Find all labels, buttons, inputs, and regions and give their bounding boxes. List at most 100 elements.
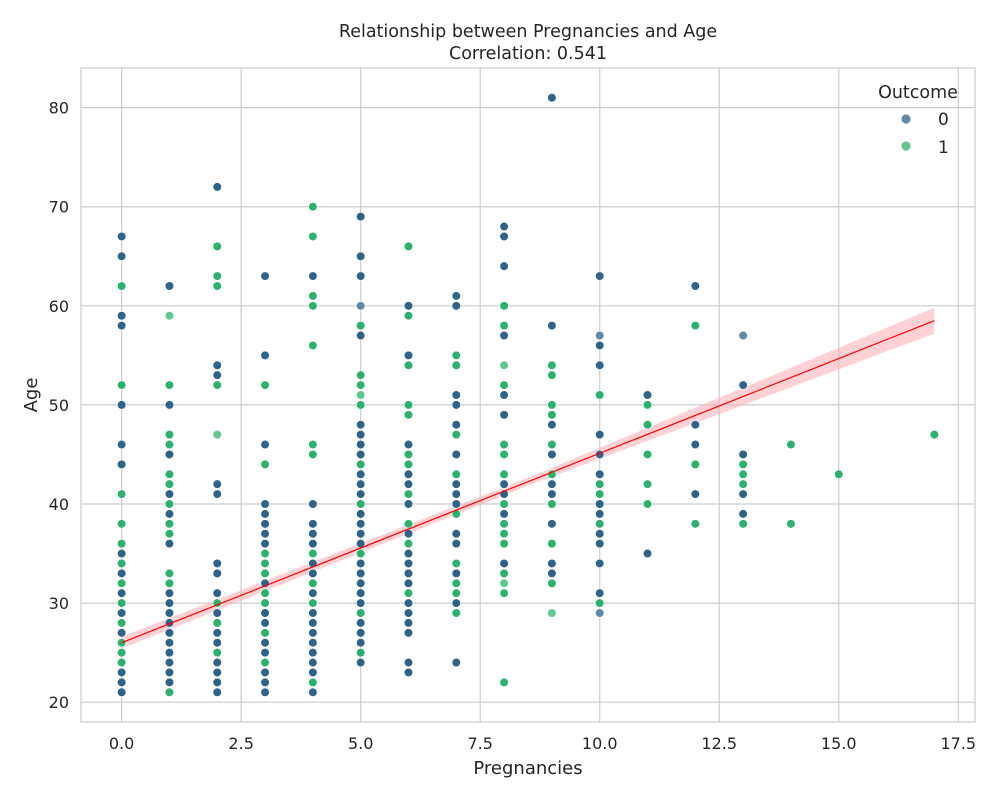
data-point [308, 449, 318, 460]
y-tick-label: 30 [49, 594, 69, 613]
regression-line [121, 320, 935, 644]
data-point [117, 608, 127, 618]
data-point [595, 271, 605, 281]
data-point [499, 519, 509, 529]
data-point [403, 311, 414, 321]
data-point [212, 618, 222, 628]
data-point [642, 420, 653, 430]
data-point [499, 479, 509, 489]
data-point [403, 439, 414, 450]
data-point [595, 588, 605, 598]
data-point [547, 499, 557, 509]
data-point [164, 687, 175, 697]
data-point [212, 182, 222, 192]
data-point [403, 469, 414, 479]
data-point [212, 558, 222, 569]
data-point [260, 608, 270, 618]
data-point [595, 390, 605, 400]
data-point [260, 529, 270, 539]
data-point [164, 598, 175, 608]
data-point [499, 558, 509, 569]
data-point [547, 568, 557, 578]
data-point [308, 548, 318, 559]
data-point [117, 618, 127, 628]
data-point [403, 548, 414, 559]
data-point [499, 449, 509, 460]
data-point [212, 281, 222, 291]
y-tick-label: 60 [49, 297, 69, 316]
data-point [164, 539, 175, 549]
series-outcome-0 [356, 301, 748, 618]
data-point [260, 618, 270, 628]
data-point [260, 439, 270, 450]
data-point [403, 578, 414, 588]
data-point [308, 539, 318, 549]
data-point [308, 568, 318, 578]
data-point [356, 301, 366, 311]
data-point [547, 519, 557, 529]
data-point [403, 479, 414, 489]
data-point [451, 558, 461, 569]
data-point [308, 231, 318, 242]
data-point [308, 648, 318, 658]
data-point [595, 360, 605, 370]
data-point [547, 449, 557, 460]
data-point [595, 430, 605, 440]
data-point [260, 677, 270, 687]
data-point [499, 439, 509, 450]
data-point [117, 598, 127, 608]
data-point [260, 380, 270, 390]
data-point [164, 677, 175, 687]
data-point [499, 380, 509, 390]
data-point [499, 301, 509, 311]
x-tick-label: 12.5 [701, 734, 737, 753]
data-point [403, 628, 414, 638]
data-point [451, 578, 461, 588]
data-point [260, 539, 270, 549]
legend-marker-outcome-0 [901, 114, 911, 124]
data-point [451, 489, 461, 499]
chart-title: Relationship between Pregnancies and Age [339, 22, 717, 42]
data-point [212, 380, 222, 390]
data-point [451, 390, 461, 400]
data-point [164, 489, 175, 499]
data-point [403, 598, 414, 608]
data-point [164, 439, 175, 450]
data-point [499, 231, 509, 242]
data-point [356, 638, 366, 648]
data-point [690, 519, 700, 529]
data-point [356, 648, 366, 658]
data-point [690, 459, 700, 469]
x-tick-label: 17.5 [940, 734, 976, 753]
data-point [356, 489, 366, 499]
data-point [403, 519, 414, 529]
data-point [164, 430, 175, 440]
data-point [308, 291, 318, 301]
data-point [738, 519, 748, 529]
data-point [117, 638, 127, 648]
data-point [499, 529, 509, 539]
data-point [403, 459, 414, 469]
data-point [929, 430, 939, 440]
data-point [403, 618, 414, 628]
x-tick-label: 15.0 [821, 734, 857, 753]
data-point [117, 380, 127, 390]
data-point [117, 578, 127, 588]
data-point [117, 588, 127, 598]
data-point [499, 677, 509, 687]
data-point [690, 439, 700, 450]
data-point [212, 687, 222, 697]
data-point [786, 519, 796, 529]
data-point [308, 529, 318, 539]
data-point [595, 509, 605, 519]
data-point [356, 469, 366, 479]
data-point [451, 449, 461, 460]
data-point [451, 598, 461, 608]
data-point [403, 360, 414, 370]
data-point [403, 588, 414, 598]
data-point [260, 558, 270, 569]
data-point [117, 231, 127, 242]
data-point [356, 519, 366, 529]
